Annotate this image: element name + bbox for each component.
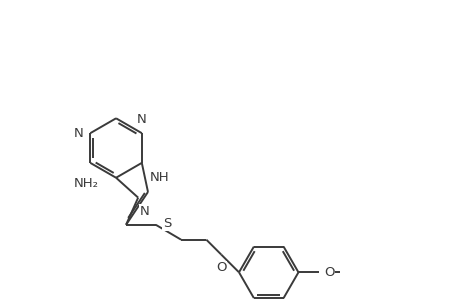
- Text: NH: NH: [150, 171, 169, 184]
- Text: O: O: [215, 261, 226, 274]
- Text: S: S: [162, 217, 171, 230]
- Text: NH₂: NH₂: [74, 177, 99, 190]
- Text: N: N: [73, 127, 83, 140]
- Text: N: N: [140, 205, 150, 218]
- Text: O: O: [324, 266, 334, 279]
- Text: N: N: [137, 113, 146, 126]
